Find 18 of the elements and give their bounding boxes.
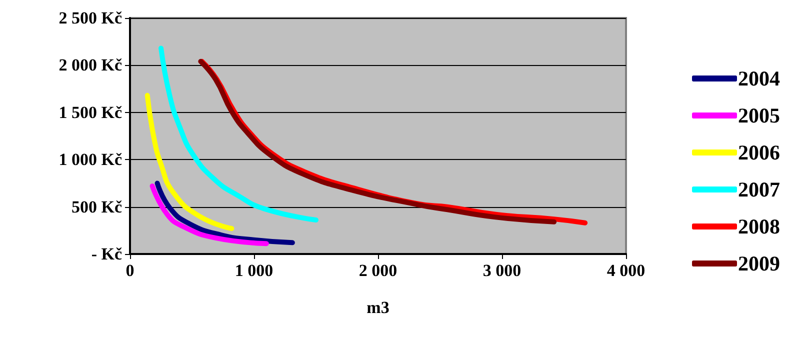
x-tick-label: 4 000 [606,261,646,280]
x-tick-label: 2 000 [358,261,398,280]
legend-label: 2004 [738,66,780,90]
y-tick-label: - Kč [91,244,122,264]
legend-label: 2006 [738,140,780,164]
y-tick-label: 2 500 Kč [58,8,122,28]
y-tick-label: 2 000 Kč [58,56,122,75]
legend-label: 2009 [738,252,780,276]
legend-label: 2008 [738,214,780,238]
legend-label: 2005 [738,104,780,128]
x-tick-label: 1 000 [234,261,274,280]
x-tick-label: 0 [126,261,134,280]
x-axis-title: m3 [366,298,390,317]
y-tick-label: 500 Kč [71,197,122,216]
x-tick-label: 3 000 [482,261,522,280]
y-tick-label: 1 500 Kč [58,102,122,122]
legend-label: 2007 [738,178,780,202]
y-tick-label: 1 000 Kč [58,150,122,170]
